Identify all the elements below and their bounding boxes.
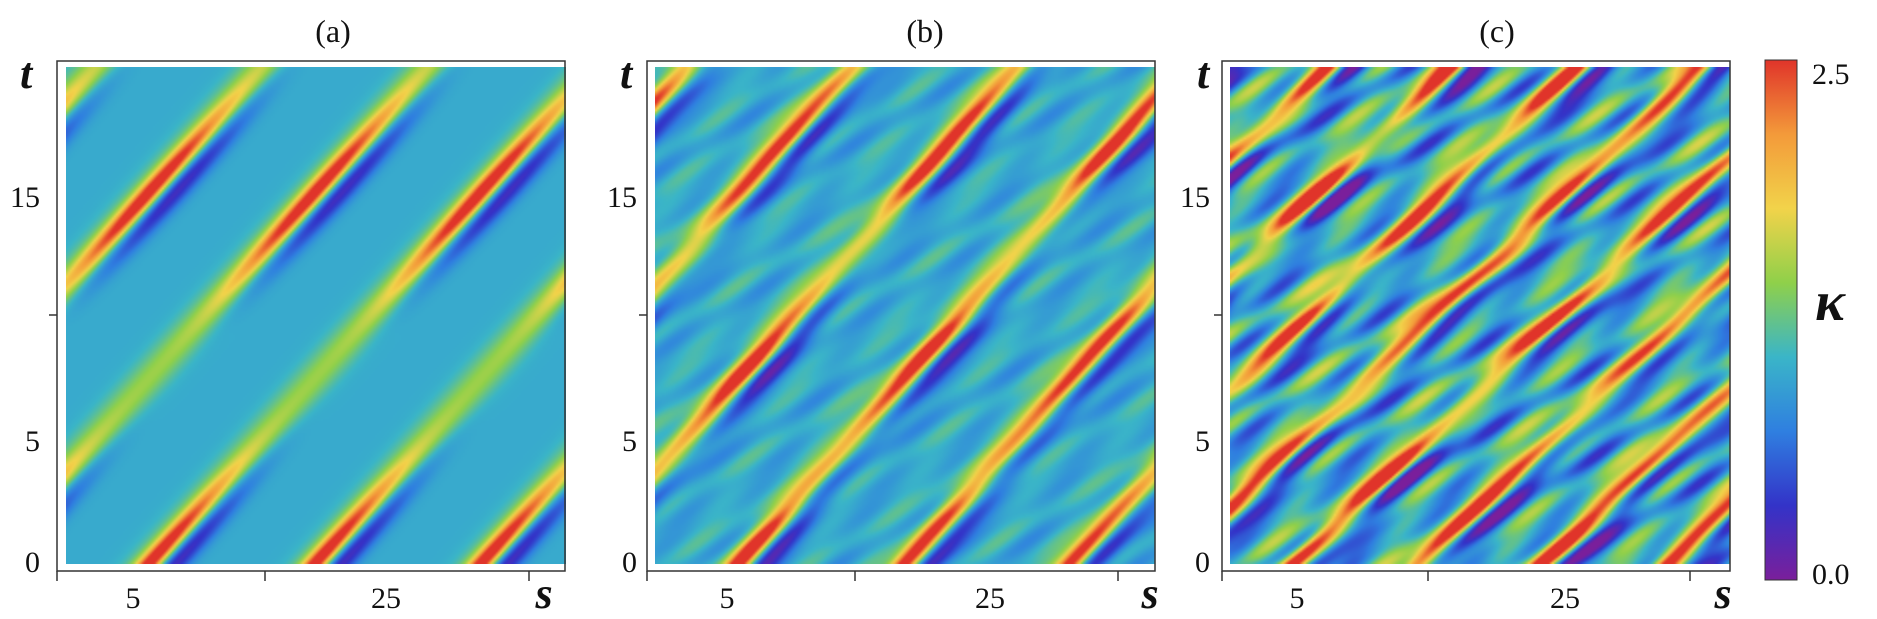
panel-b-frame	[646, 60, 1156, 572]
panel-b-title: (b)	[906, 13, 943, 49]
panel-a: (a) t s 5 25 0 5 15	[10, 13, 566, 618]
panel-a-xtick-25: 25	[371, 582, 401, 615]
panel-a-ylabel: t	[20, 49, 34, 98]
panel-a-ytick-5: 5	[25, 425, 40, 458]
panel-b-xlabel: s	[1140, 569, 1158, 618]
panel-b-ytick-5: 5	[622, 425, 637, 458]
panel-c-ytick-5: 5	[1195, 425, 1210, 458]
panel-c-title: (c)	[1479, 13, 1515, 49]
panel-c-frame	[1221, 60, 1731, 572]
panel-a-title: (a)	[315, 13, 351, 49]
panel-a-xtick-5: 5	[126, 582, 141, 615]
panel-a-heatmap	[66, 67, 566, 564]
panel-b-xtick-25: 25	[975, 582, 1005, 615]
panel-b-ytick-0: 0	[622, 546, 637, 579]
panel-c-heatmap	[1230, 67, 1730, 564]
panel-b-heatmap	[655, 67, 1155, 564]
panel-c-ytick-0: 0	[1195, 546, 1210, 579]
panel-c: (c) t s 5 25 0 5 15	[1180, 13, 1732, 618]
panel-b-xtick-5: 5	[720, 582, 735, 615]
panel-a-ytick-15: 15	[10, 181, 40, 214]
panel-b-ylabel: t	[620, 49, 634, 98]
panel-a-xlabel: s	[534, 569, 552, 618]
panel-b: (b) t s 5 25 0 5 15	[607, 13, 1159, 618]
panel-c-xtick-25: 25	[1550, 582, 1580, 615]
colorbar-min-label: 0.0	[1812, 558, 1850, 591]
panel-c-xlabel: s	[1713, 569, 1731, 618]
panel-b-ytick-15: 15	[607, 181, 637, 214]
colorbar-gradient	[1764, 59, 1798, 581]
colorbar-title: κ	[1815, 271, 1846, 333]
panel-a-ytick-0: 0	[25, 546, 40, 579]
panel-c-ylabel: t	[1197, 49, 1211, 98]
colorbar-max-label: 2.5	[1812, 58, 1850, 91]
colorbar: 2.5 0.0 κ	[1764, 58, 1850, 591]
panel-c-ytick-15: 15	[1180, 181, 1210, 214]
panel-a-frame	[56, 60, 566, 572]
panel-c-xtick-5: 5	[1290, 582, 1305, 615]
